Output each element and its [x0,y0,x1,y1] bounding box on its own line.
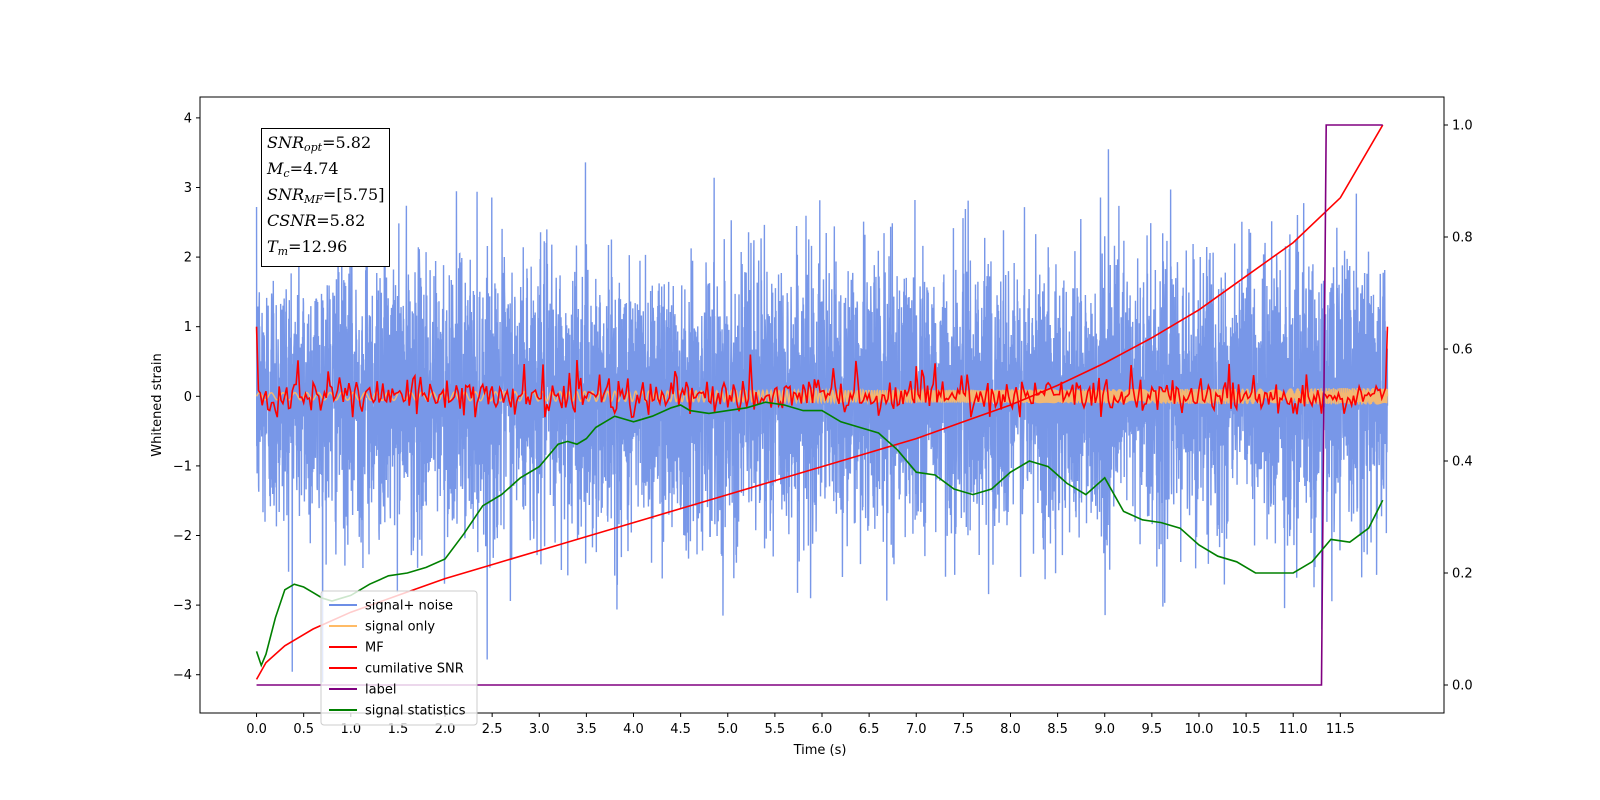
x-tick-label: 2.5 [482,722,503,737]
x-tick-label: 0.0 [246,722,267,737]
x-tick-label: 0.5 [293,722,314,737]
x-tick-label: 6.5 [859,722,880,737]
legend-label: MF [365,641,384,656]
y-tick-label-left: −3 [173,599,192,614]
legend: signal+ noise signal only MF cumilative SNR… [320,590,478,726]
legend-label: label [365,683,396,698]
annotation-value: =[5.75] [322,185,385,204]
y-tick-label-right: 0.4 [1452,455,1473,470]
legend-box [320,590,478,726]
x-tick-label: 10.5 [1232,722,1261,737]
x-tick-label: 10.0 [1184,722,1213,737]
y-tick-label-left: 2 [184,251,192,266]
annotation-subscript: MF [304,193,323,206]
legend-label: signal+ noise [365,599,453,614]
legend-label: signal statistics [365,704,466,719]
annotation-symbol: T [267,237,278,256]
x-tick-label: 5.0 [717,722,738,737]
y-tick-label-left: −1 [173,459,192,474]
x-tick-label: 4.5 [670,722,691,737]
y-tick-label-left: −2 [173,529,192,544]
annotation-symbol: M [267,159,284,178]
x-tick-label: 11.5 [1326,722,1355,737]
series-signal-statistics-line [255,401,1384,668]
y-axis-label: Whitened strain [150,353,165,456]
x-axis: 0.0 0.5 1.0 1.5 2.0 2.5 3.0 3.5 4.0 4.5 5.0 5.5 6.0 6… [246,713,1355,737]
annotation-subscript: c [283,167,290,180]
x-tick-label: 11.0 [1279,722,1308,737]
legend-label: cumilative SNR [365,662,464,677]
x-axis-label: Time (s) [793,743,847,758]
x-tick-label: 6.0 [812,722,833,737]
annotation-subscript: opt [304,141,323,154]
annotation-box: SNRopt=5.82 Mc=4.74 SNRMF=[5.75] CSNR=5.… [261,128,391,267]
annotation-subscript: m [277,245,289,258]
x-tick-label: 3.0 [529,722,550,737]
series-label-line [256,124,1383,686]
x-tick-label: 1.5 [388,722,409,737]
x-tick-label: 5.5 [765,722,786,737]
annotation-symbol: SNR [267,185,305,204]
y-axis-right: 1.0 0.8 0.6 0.4 0.2 0.0 [1444,119,1473,694]
y-tick-label-right: 1.0 [1452,119,1473,134]
y-tick-label-left: 4 [184,111,192,126]
annotation-value: =5.82 [322,133,372,152]
x-tick-label: 9.5 [1142,722,1163,737]
annotation-value: =4.74 [289,159,339,178]
x-tick-label: 3.5 [576,722,597,737]
series-signal-only-line [255,387,1389,406]
annotation-row: SNRMF=[5.75] [267,184,384,210]
legend-label: signal only [365,620,435,635]
y-tick-label-left: 0 [184,390,192,405]
annotation-symbol: CSNR [267,211,317,230]
annotation-row: CSNR=5.82 [267,210,384,236]
x-tick-label: 1.0 [340,722,361,737]
annotation-row: Mc=4.74 [267,158,384,184]
x-tick-label: 8.0 [1000,722,1021,737]
annotation-symbol: SNR [267,133,305,152]
annotation-value: =12.96 [288,237,348,256]
x-tick-label: 7.5 [953,722,974,737]
x-tick-label: 8.5 [1047,722,1068,737]
x-tick-label: 9.0 [1094,722,1115,737]
y-tick-label-left: 3 [184,181,192,196]
annotation-row: Tm=12.96 [267,236,384,262]
x-tick-label: 7.0 [906,722,927,737]
y-tick-label-right: 0.6 [1452,343,1473,358]
y-tick-label-left: 1 [184,320,192,335]
y-tick-label-right: 0.2 [1452,567,1473,582]
series-signal-noise-line [255,149,1389,683]
y-tick-label-right: 0.0 [1452,679,1473,694]
y-axis-left: 4 3 2 1 0 −1 −2 −3 −4 [173,111,200,683]
series-mf-line [255,326,1389,419]
x-tick-label: 4.0 [623,722,644,737]
annotation-value: =5.82 [316,211,366,230]
x-tick-label: 2.0 [435,722,456,737]
annotation-row: SNRopt=5.82 [267,132,384,158]
y-tick-label-right: 0.8 [1452,231,1473,246]
y-tick-label-left: −4 [173,668,192,683]
